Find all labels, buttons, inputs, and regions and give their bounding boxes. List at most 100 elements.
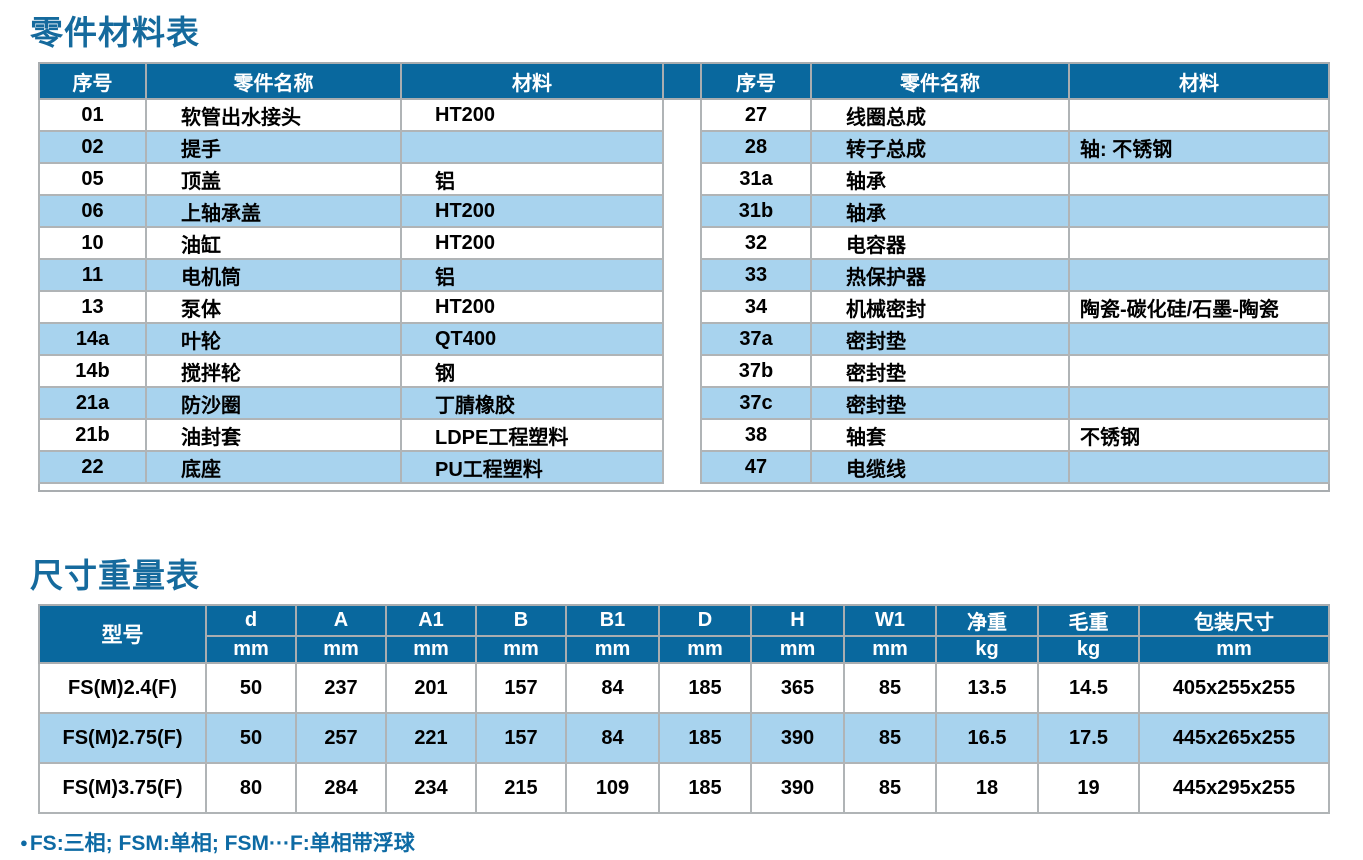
column-header-no-left: 序号 [38,62,147,100]
part-name: 机械密封 [810,290,1070,324]
value-cell: 365 [750,662,845,714]
column-header-package-size: 包装尺寸 [1138,604,1330,637]
size-weight-table: 型号 d A A1 B B1 D H W1 净重 毛重 包装尺寸 mm mm m… [38,604,1330,814]
column-header-gross-weight: 毛重 [1037,604,1140,637]
value-cell: 201 [385,662,477,714]
table-row: 22 底座 PU工程塑料 47 电缆线 [38,450,1330,484]
value-cell: 234 [385,762,477,814]
part-material: 铝 [400,258,664,292]
part-name: 热保护器 [810,258,1070,292]
part-no: 06 [38,194,147,228]
part-material [400,130,664,164]
table-row: 14b 搅拌轮 钢 37b 密封垫 [38,354,1330,388]
part-material: HT200 [400,98,664,132]
part-no: 10 [38,226,147,260]
table-row: 06 上轴承盖 HT200 31b 轴承 [38,194,1330,228]
parts-material-table: 序号 零件名称 材料 序号 零件名称 材料 01 软管出水接头 HT200 27… [38,62,1330,492]
value-cell: 80 [205,762,297,814]
part-material: 铝 [400,162,664,196]
spacer-cell [662,227,702,259]
table-row: 10 油缸 HT200 32 电容器 [38,226,1330,260]
column-header-material-left: 材料 [400,62,664,100]
value-cell: 445x265x255 [1138,712,1330,764]
part-material: HT200 [400,226,664,260]
footnote-text: FS:三相; FSM:单相; FSM···F:单相带浮球 [29,832,415,855]
table-row: 02 提手 28 转子总成 轴: 不锈钢 [38,130,1330,164]
column-header-d: d [205,604,297,637]
part-material [1068,258,1330,292]
part-material [1068,98,1330,132]
spacer-cell [662,99,702,131]
spacer-cell [662,291,702,323]
table-row: 13 泵体 HT200 34 机械密封 陶瓷-碳化硅/石墨-陶瓷 [38,290,1330,324]
part-no: 32 [700,226,812,260]
part-name: 上轴承盖 [145,194,402,228]
part-name: 油缸 [145,226,402,260]
value-cell: 19 [1037,762,1140,814]
part-material: LDPE工程塑料 [400,418,664,452]
unit-cell: mm [843,635,937,664]
unit-cell: mm [1138,635,1330,664]
column-header-name-right: 零件名称 [810,62,1070,100]
part-no: 27 [700,98,812,132]
column-header-net-weight: 净重 [935,604,1039,637]
part-no: 02 [38,130,147,164]
value-cell: 215 [475,762,567,814]
table-row: 21b 油封套 LDPE工程塑料 38 轴套 不锈钢 [38,418,1330,452]
unit-cell: mm [205,635,297,664]
part-material [1068,162,1330,196]
value-cell: 284 [295,762,387,814]
part-name: 泵体 [145,290,402,324]
column-header-no-right: 序号 [700,62,812,100]
part-no: 01 [38,98,147,132]
unit-cell: mm [385,635,477,664]
part-no: 47 [700,450,812,484]
value-cell: 84 [565,662,660,714]
part-no: 21b [38,418,147,452]
unit-cell: mm [750,635,845,664]
value-cell: 390 [750,762,845,814]
part-no: 31a [700,162,812,196]
part-material [1068,322,1330,356]
part-no: 11 [38,258,147,292]
part-no: 34 [700,290,812,324]
page-title-parts-table: 零件材料表 [30,14,200,51]
part-name: 转子总成 [810,130,1070,164]
part-name: 提手 [145,130,402,164]
value-cell: 50 [205,662,297,714]
part-material [1068,354,1330,388]
part-material: 轴: 不锈钢 [1068,130,1330,164]
table-bottom-padding-row [39,483,1329,491]
column-header-a: A [295,604,387,637]
value-cell: 13.5 [935,662,1039,714]
table-row: 14a 叶轮 QT400 37a 密封垫 [38,322,1330,356]
table-row: 01 软管出水接头 HT200 27 线圈总成 [38,98,1330,132]
value-cell: 185 [658,762,752,814]
part-material [1068,450,1330,484]
part-name: 轴套 [810,418,1070,452]
column-header-dd: D [658,604,752,637]
value-cell: 185 [658,662,752,714]
value-cell: 85 [843,762,937,814]
value-cell: 237 [295,662,387,714]
part-name: 搅拌轮 [145,354,402,388]
model-cell: FS(M)2.75(F) [38,712,207,764]
table-row: FS(M)3.75(F) 80 284 234 215 109 185 390 … [38,762,1330,814]
part-name: 油封套 [145,418,402,452]
size-table-header-row-labels: 型号 d A A1 B B1 D H W1 净重 毛重 包装尺寸 [38,604,1330,664]
value-cell: 221 [385,712,477,764]
part-no: 37a [700,322,812,356]
value-cell: 17.5 [1037,712,1140,764]
value-cell: 85 [843,662,937,714]
part-name: 叶轮 [145,322,402,356]
part-no: 21a [38,386,147,420]
part-material [1068,194,1330,228]
part-material: 丁腈橡胶 [400,386,664,420]
value-cell: 109 [565,762,660,814]
bullet-icon: ● [20,835,28,850]
part-name: 软管出水接头 [145,98,402,132]
column-header-a1: A1 [385,604,477,637]
value-cell: 445x295x255 [1138,762,1330,814]
part-name: 顶盖 [145,162,402,196]
unit-cell: mm [475,635,567,664]
